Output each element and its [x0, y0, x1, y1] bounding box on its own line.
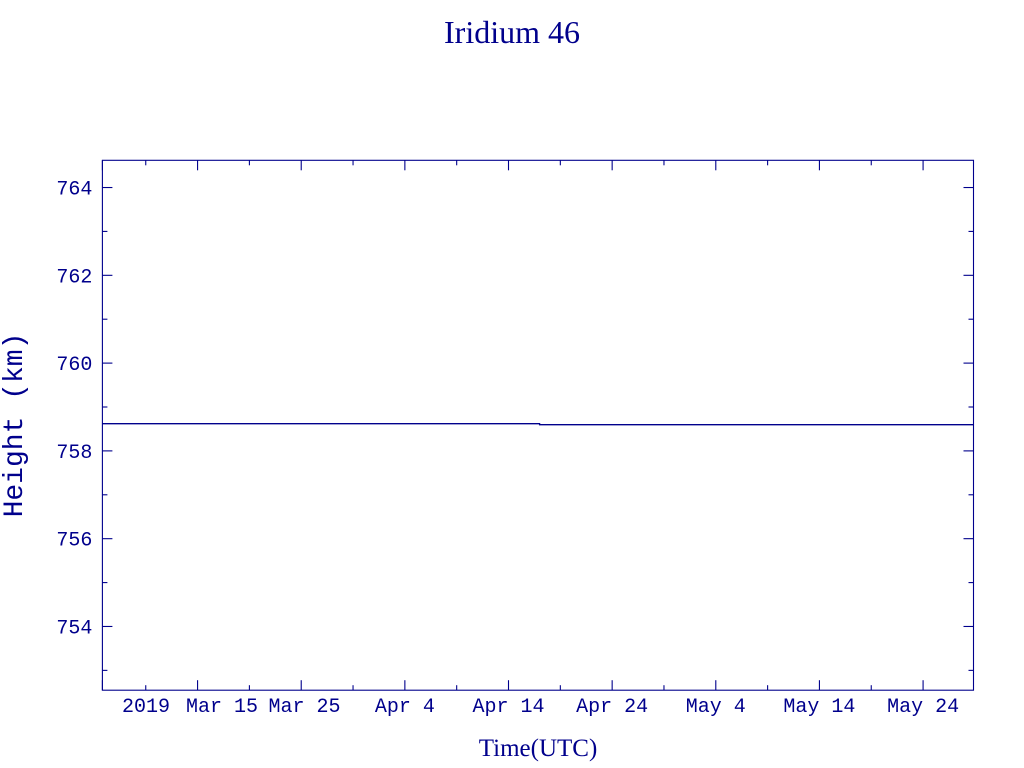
svg-text:Iridium 46: Iridium 46 — [444, 14, 580, 50]
svg-text:Apr 14: Apr 14 — [472, 696, 544, 719]
svg-text:Time(UTC): Time(UTC) — [479, 735, 598, 762]
svg-text:2019: 2019 — [122, 696, 170, 719]
svg-text:Height (km): Height (km) — [0, 333, 31, 518]
svg-text:764: 764 — [56, 179, 92, 202]
svg-text:762: 762 — [56, 266, 92, 289]
svg-text:May 14: May 14 — [783, 696, 855, 719]
svg-text:Apr 4: Apr 4 — [375, 696, 435, 719]
svg-text:754: 754 — [56, 617, 92, 640]
svg-text:760: 760 — [56, 354, 92, 377]
svg-text:Mar 15: Mar 15 — [186, 696, 258, 719]
svg-text:May 24: May 24 — [887, 696, 959, 719]
svg-text:Apr 24: Apr 24 — [576, 696, 648, 719]
svg-text:758: 758 — [56, 442, 92, 465]
svg-text:756: 756 — [56, 530, 92, 553]
svg-text:May 4: May 4 — [686, 696, 746, 719]
svg-text:Mar 25: Mar 25 — [268, 696, 340, 719]
